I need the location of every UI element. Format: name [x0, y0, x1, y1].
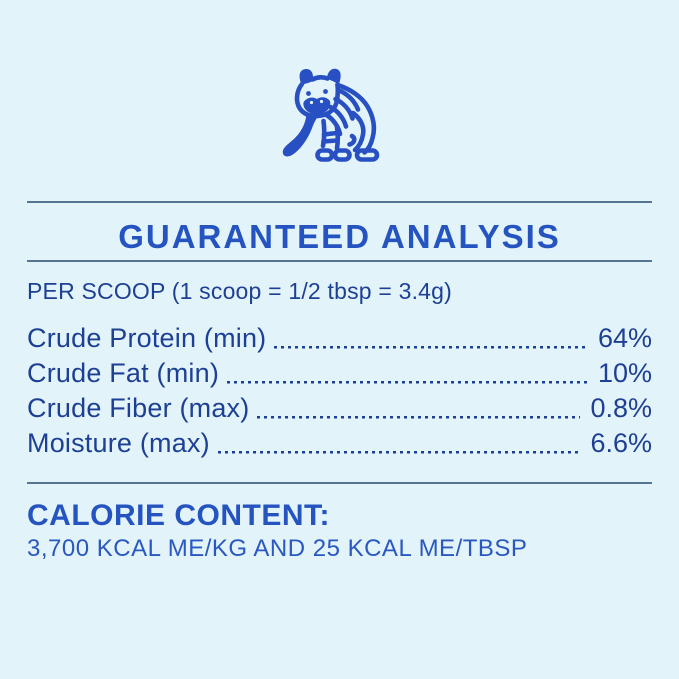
analysis-row-crude-fat: Crude Fat (min) 10%	[27, 356, 652, 391]
analysis-row-label: Crude Protein (min)	[27, 323, 267, 353]
analysis-row-value: 6.6%	[590, 428, 652, 458]
dot-leader	[227, 356, 588, 391]
divider-under-title	[27, 260, 652, 262]
analysis-row-crude-protein: Crude Protein (min) 64%	[27, 321, 652, 356]
analysis-row-value: 10%	[597, 358, 652, 388]
analysis-table: Crude Protein (min) 64% Crude Fat (min) …	[27, 321, 652, 461]
analysis-row-value: 64%	[597, 323, 652, 353]
analysis-row-label: Moisture (max)	[27, 428, 210, 458]
analysis-row-label: Crude Fiber (max)	[27, 393, 250, 423]
divider-bottom	[27, 482, 652, 484]
calorie-detail: 3,700 KCAL ME/KG AND 25 KCAL ME/TBSP	[27, 535, 528, 562]
analysis-row-moisture: Moisture (max) 6.6%	[27, 426, 652, 461]
analysis-row-value: 0.8%	[590, 393, 652, 423]
calorie-heading: CALORIE CONTENT:	[27, 499, 330, 532]
french-bulldog-mascot-icon	[282, 68, 379, 162]
dot-leader	[217, 426, 581, 461]
dot-leader	[274, 321, 588, 356]
analysis-row-label: Crude Fat (min)	[27, 358, 220, 388]
analysis-row-crude-fiber: Crude Fiber (max) 0.8%	[27, 391, 652, 426]
dot-leader	[257, 391, 581, 426]
divider-top	[27, 201, 652, 203]
serving-note: PER SCOOP (1 scoop = 1/2 tbsp = 3.4g)	[27, 278, 453, 304]
section-title: GUARANTEED ANALYSIS	[118, 218, 561, 255]
